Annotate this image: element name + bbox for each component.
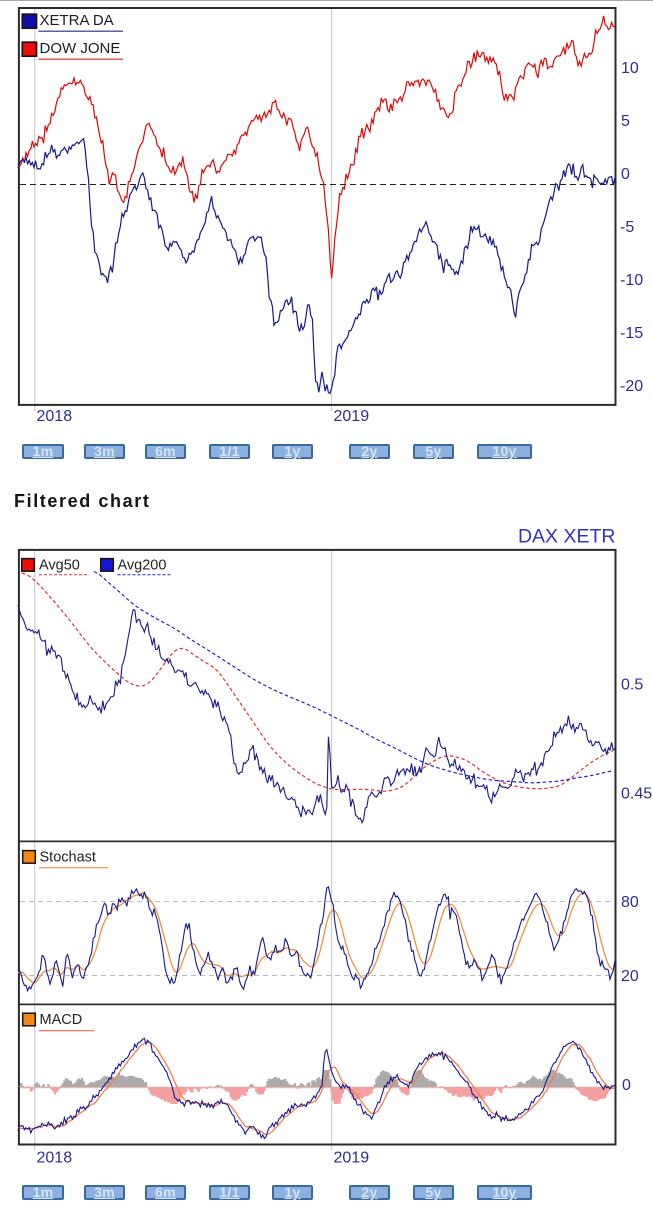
svg-text:-20: -20: [620, 378, 643, 395]
svg-text:20: 20: [621, 968, 639, 985]
svg-text:2019: 2019: [334, 408, 370, 425]
svg-text:0: 0: [622, 1077, 631, 1094]
svg-text:80: 80: [621, 894, 639, 911]
svg-text:-5: -5: [620, 219, 634, 236]
svg-text:-10: -10: [620, 272, 643, 289]
svg-text:0.5: 0.5: [621, 677, 643, 694]
svg-text:0.45: 0.45: [621, 786, 652, 803]
svg-text:10: 10: [621, 60, 639, 77]
svg-text:0: 0: [621, 166, 630, 183]
svg-text:2019: 2019: [334, 1150, 370, 1167]
svg-text:DOW JONE: DOW JONE: [40, 40, 121, 57]
svg-text:XETRA DA: XETRA DA: [40, 12, 114, 29]
svg-text:-15: -15: [620, 325, 643, 342]
svg-text:2018: 2018: [37, 408, 73, 425]
svg-text:Avg50: Avg50: [39, 558, 80, 574]
svg-text:Avg200: Avg200: [118, 558, 167, 574]
svg-text:DAX XETR: DAX XETR: [518, 526, 616, 548]
svg-text:2018: 2018: [37, 1150, 73, 1167]
svg-text:MACD: MACD: [40, 1012, 83, 1028]
svg-text:Stochast: Stochast: [40, 850, 96, 866]
svg-text:5: 5: [621, 113, 630, 130]
